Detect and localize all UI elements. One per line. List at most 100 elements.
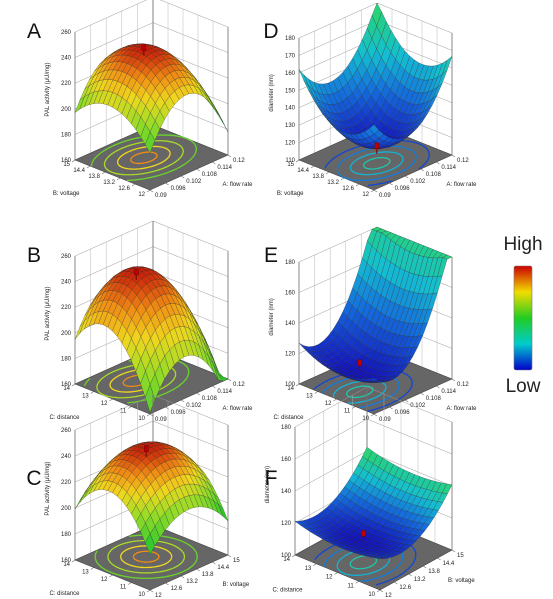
contour-line [375, 539, 417, 586]
z-tick-label: 260 [61, 428, 72, 434]
y-axis-title: C: distance [49, 415, 80, 421]
y-tick-label: 14 [63, 386, 70, 392]
y-tick-label: 15 [287, 162, 294, 168]
y-tick-label: 13.8 [88, 174, 100, 180]
surface-facet [203, 92, 214, 107]
panel-D: D1101201301401501601701800.090.0960.1020… [263, 2, 478, 199]
y-tick-label: 13 [305, 566, 312, 572]
x-tick [373, 413, 378, 417]
x-tick [423, 565, 427, 569]
panel-C: C 160 180 200 220 240 260 12 12.613.2 13.814.4 15 1… [26, 394, 250, 599]
x-tick-label: 0.12 [233, 158, 245, 164]
x-tick [405, 399, 409, 403]
legend-low-label: Low [506, 376, 541, 397]
y-tick [325, 171, 330, 175]
x-tick-label: 12 [385, 593, 392, 599]
y-tick-label: 12 [326, 575, 333, 581]
x-tick-label: 0.114 [217, 389, 232, 395]
y-tick [128, 582, 132, 585]
contour-line [132, 550, 160, 563]
y-tick [71, 159, 76, 163]
y-tick [334, 572, 338, 575]
contour-line [83, 378, 91, 387]
x-tick [227, 554, 232, 558]
contour-line [349, 151, 404, 176]
z-tick-label: 160 [281, 457, 292, 463]
y-tick-label: 12 [138, 192, 145, 198]
y-tick [146, 589, 151, 593]
x-tick [149, 413, 154, 417]
y-tick [355, 581, 359, 584]
contour-line [119, 545, 173, 569]
x-tick-label: 14.4 [217, 565, 229, 571]
y-tick-label: 12 [101, 401, 108, 407]
z-tick-label: 120 [281, 521, 292, 527]
y-tick [101, 171, 106, 175]
surface-facet [218, 113, 229, 133]
x-tick-label: 0.096 [171, 186, 187, 192]
z-tick-label: 100 [281, 553, 292, 559]
y-tick-label: 14 [63, 562, 70, 568]
x-axis-title: A: flow rate [447, 182, 478, 188]
y-tick-label: 14 [283, 557, 290, 563]
y-tick-label: 15 [63, 162, 70, 168]
contour-line [130, 151, 158, 165]
x-tick-label: 13.2 [186, 579, 198, 585]
y-tick [146, 189, 151, 193]
z-axis-title: PAL activity (μU/mg) [45, 461, 51, 515]
z-tick-label: 240 [61, 454, 72, 460]
panel-A: A1601802002202402600.090.0960.1020.1080.… [27, 0, 253, 199]
x-tick-label: 0.102 [410, 179, 426, 185]
x-tick [212, 161, 216, 165]
x-tick [436, 161, 440, 165]
z-tick-label: 240 [61, 56, 72, 62]
legend-high-label: High [503, 234, 542, 255]
x-tick-label: 0.102 [186, 179, 202, 185]
z-tick-label: 180 [61, 356, 72, 362]
x-tick-label: 0.09 [155, 417, 167, 423]
z-tick-label: 100 [285, 382, 296, 388]
contour-line [96, 363, 177, 399]
x-tick-label: 0.096 [395, 186, 411, 192]
z-tick-label: 220 [61, 81, 72, 87]
x-tick [437, 557, 441, 561]
y-tick [340, 177, 345, 181]
x-tick [181, 175, 185, 179]
z-tick-label: 130 [285, 123, 296, 129]
panel-label: F [265, 467, 278, 490]
z-tick-label: 120 [285, 141, 296, 147]
z-tick-label: 200 [61, 506, 72, 512]
y-tick [109, 574, 113, 578]
surface-facet [298, 69, 309, 86]
x-tick-label: 0.114 [441, 389, 456, 395]
x-tick [451, 549, 456, 553]
y-tick [128, 406, 132, 409]
y-tick-label: 14.4 [73, 168, 85, 174]
y-tick [370, 189, 375, 193]
z-tick-label: 160 [285, 291, 296, 297]
x-tick [149, 189, 154, 193]
y-tick-label: 13 [82, 394, 89, 400]
y-tick [310, 165, 315, 169]
surface-facet [79, 488, 90, 503]
y-tick-label: 13 [306, 394, 313, 400]
contour-line [126, 137, 198, 182]
y-tick-label: 11 [120, 585, 127, 591]
contour-line [362, 156, 391, 170]
y-axis-title: C: distance [273, 415, 304, 421]
x-tick [165, 582, 169, 586]
x-tick-label: 15 [457, 553, 464, 559]
y-tick-label: 12.6 [118, 186, 130, 192]
x-tick [165, 182, 169, 186]
x-tick [149, 589, 154, 593]
panel-B: B1601802002202402600.090.0960.1020.1080.… [27, 220, 253, 423]
panel-label: E [264, 244, 278, 267]
y-tick-label: 10 [362, 416, 369, 422]
contour-line [116, 145, 171, 170]
panel-label: C [26, 467, 41, 490]
panel-E: E 100 120 140 160 180 0.09 0.0960.1020.1080.114… [264, 226, 477, 423]
z-tick-label: 140 [281, 489, 292, 495]
z-tick-label: 240 [61, 280, 72, 286]
y-tick [314, 391, 318, 394]
contour-line [418, 143, 430, 170]
